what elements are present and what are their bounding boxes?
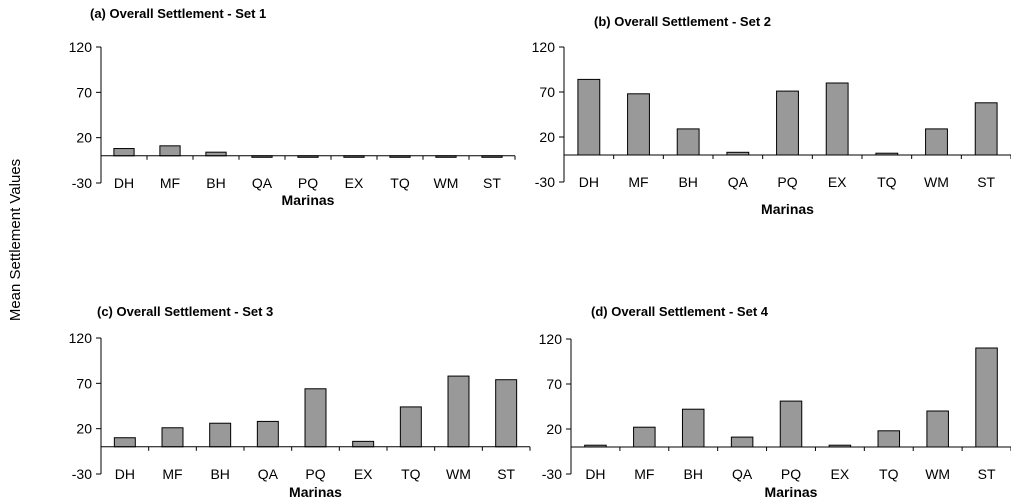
x-category-label: BH <box>210 466 229 482</box>
x-category-label: QA <box>252 175 273 191</box>
x-axis-label: Marinas <box>289 484 342 500</box>
x-category-label: QA <box>258 466 279 482</box>
bar-QA <box>730 436 754 448</box>
x-axis-label: Marinas <box>761 201 814 217</box>
chart-panel-3: (c) Overall Settlement - Set 3 -30 20 70 120… <box>69 304 531 500</box>
chart-panel-2: (b) Overall Settlement - Set 2 -30 20 70 120… <box>532 14 1011 217</box>
bar-EX <box>825 82 849 156</box>
chart-panels: (a) Overall Settlement - Set 1 -30 20 70 120… <box>69 6 1011 500</box>
bar-DH <box>113 437 136 448</box>
x-category-label: WM <box>446 466 471 482</box>
x-category-label: MF <box>634 466 654 482</box>
x-category-label: EX <box>828 174 847 190</box>
bar-DH <box>113 148 135 157</box>
x-category-label: DH <box>585 466 605 482</box>
bar-EX <box>352 440 375 448</box>
y-tick-label: 120 <box>69 330 93 346</box>
bar-WM <box>447 375 470 448</box>
y-tick-label: -30 <box>72 466 92 482</box>
bar-TQ <box>877 430 901 448</box>
x-category-label: EX <box>345 175 364 191</box>
chart-panel-4: (d) Overall Settlement - Set 4 -30 20 70 120… <box>539 304 1011 500</box>
x-category-label: PQ <box>305 466 325 482</box>
x-category-label: BH <box>683 466 702 482</box>
bar-BH <box>209 422 232 448</box>
x-category-label: DH <box>114 175 134 191</box>
bar-MF <box>161 427 184 448</box>
x-category-label: PQ <box>781 466 801 482</box>
chart-panel-1: (a) Overall Settlement - Set 1 -30 20 70 120… <box>69 6 516 208</box>
x-category-label: TQ <box>390 175 410 191</box>
x-category-label: MF <box>162 466 182 482</box>
y-tick-label: 70 <box>76 375 92 391</box>
bar-DH <box>577 78 601 156</box>
y-tick-label: -30 <box>72 175 92 191</box>
figure-ylabel: Mean Settlement Values <box>7 159 24 321</box>
bar-BH <box>681 408 705 448</box>
bar-MF <box>627 93 650 156</box>
bar-BH <box>676 128 700 156</box>
bar-ST <box>975 347 998 448</box>
y-tick-label: 120 <box>69 39 93 55</box>
x-category-label: QA <box>728 174 749 190</box>
bar-QA <box>256 420 279 448</box>
chart-title: (a) Overall Settlement - Set 1 <box>90 6 266 21</box>
chart-title: (c) Overall Settlement - Set 3 <box>97 304 273 319</box>
chart-title: (d) Overall Settlement - Set 4 <box>591 304 769 319</box>
x-category-label: TQ <box>877 174 897 190</box>
x-category-label: ST <box>497 466 515 482</box>
y-tick-label: 120 <box>532 39 556 55</box>
y-tick-label: 20 <box>546 421 562 437</box>
x-category-label: WM <box>924 174 949 190</box>
bar-WM <box>926 410 949 448</box>
bar-ST <box>974 102 998 156</box>
x-category-label: WM <box>434 175 459 191</box>
x-category-label: PQ <box>777 174 797 190</box>
x-axis-label: Marinas <box>765 484 818 500</box>
bar-PQ <box>779 400 803 448</box>
x-category-label: EX <box>354 466 373 482</box>
chart-title: (b) Overall Settlement - Set 2 <box>594 14 771 29</box>
y-tick-label: 20 <box>76 421 92 437</box>
x-axis-label: Marinas <box>282 192 335 208</box>
y-tick-label: 70 <box>539 84 555 100</box>
x-category-label: DH <box>579 174 599 190</box>
x-category-label: ST <box>483 175 501 191</box>
y-tick-label: 70 <box>76 84 92 100</box>
bar-MF <box>159 145 181 157</box>
y-tick-label: 20 <box>539 129 555 145</box>
bar-BH <box>205 151 227 157</box>
x-category-label: PQ <box>298 175 318 191</box>
y-tick-label: 20 <box>76 130 92 146</box>
y-tick-label: -30 <box>542 466 562 482</box>
x-category-label: MF <box>160 175 180 191</box>
x-category-label: TQ <box>401 466 421 482</box>
x-category-label: EX <box>831 466 850 482</box>
bar-PQ <box>304 388 327 448</box>
bar-PQ <box>776 90 799 156</box>
bar-TQ <box>399 406 422 448</box>
y-tick-label: 120 <box>539 331 563 347</box>
bar-ST <box>495 379 518 448</box>
y-tick-label: 70 <box>546 376 562 392</box>
x-category-label: WM <box>925 466 950 482</box>
x-category-label: MF <box>628 174 648 190</box>
x-category-label: BH <box>678 174 697 190</box>
bar-MF <box>633 426 656 448</box>
y-tick-label: -30 <box>535 174 555 190</box>
x-category-label: TQ <box>879 466 899 482</box>
bar-WM <box>925 128 948 156</box>
x-category-label: QA <box>732 466 753 482</box>
x-category-label: BH <box>206 175 225 191</box>
x-category-label: ST <box>978 466 996 482</box>
x-category-label: DH <box>115 466 135 482</box>
x-category-label: ST <box>977 174 995 190</box>
